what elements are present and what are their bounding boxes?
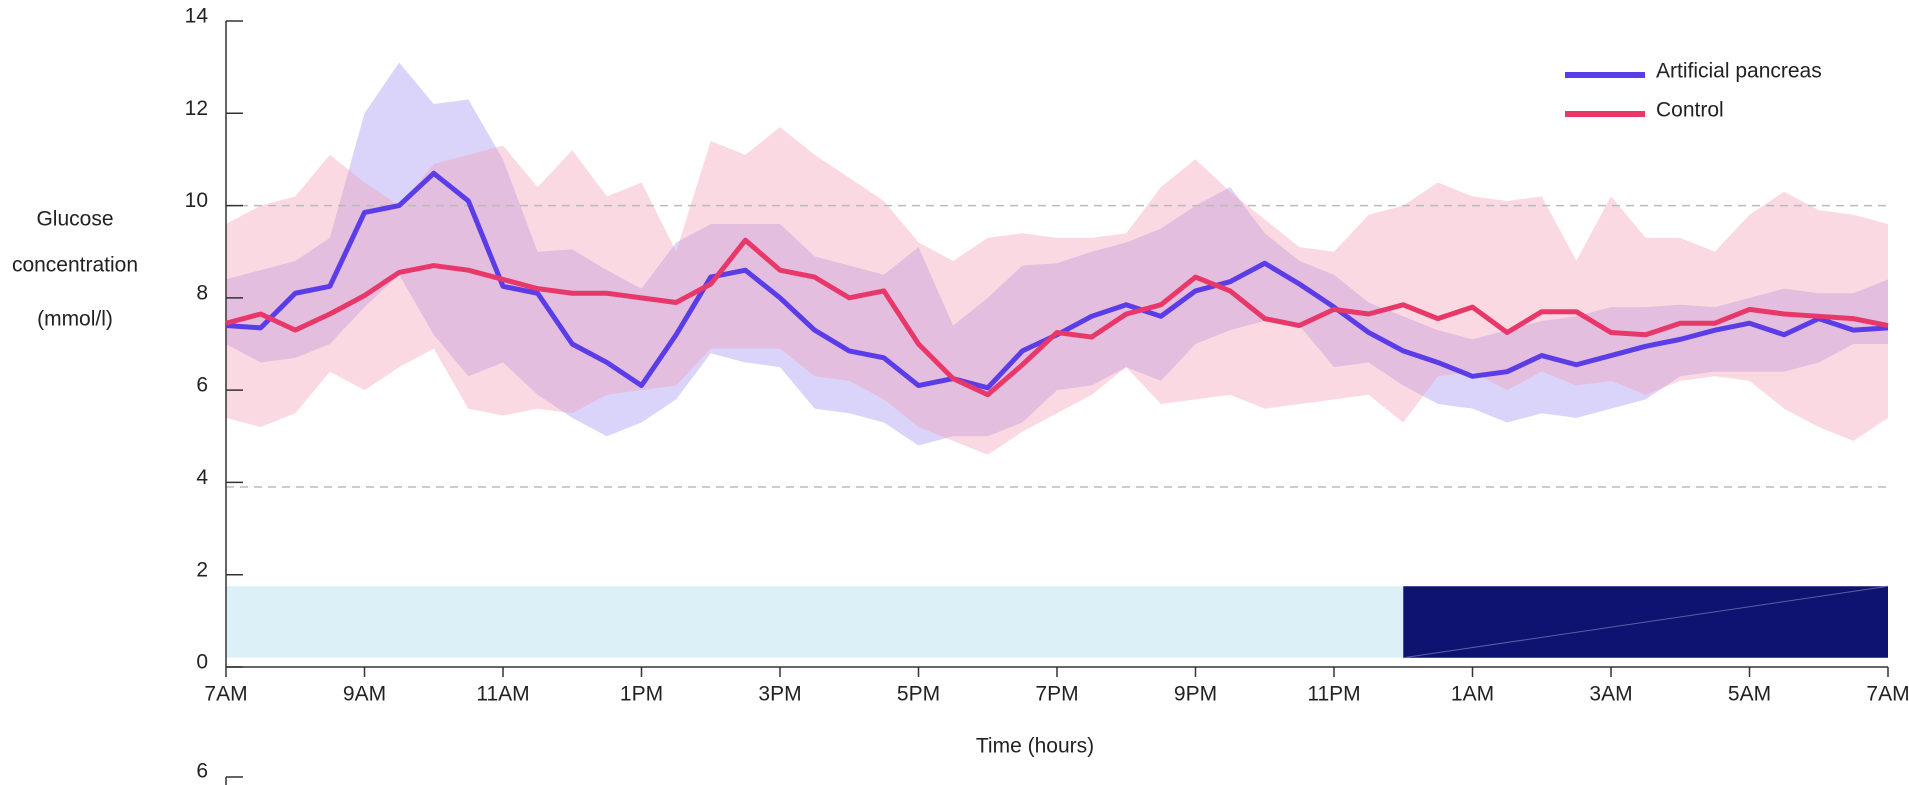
y-tick-label: 6 xyxy=(196,374,208,397)
night-diagonal xyxy=(1403,585,1889,659)
y-label: Glucose xyxy=(36,208,113,231)
x-tick-label: 5PM xyxy=(897,683,940,706)
y-label: concentration xyxy=(12,254,138,277)
y-tick-label: 10 xyxy=(185,189,208,212)
y-tick-label: 8 xyxy=(196,281,208,304)
x-tick-label: 5AM xyxy=(1728,683,1771,706)
y-tick-label: 14 xyxy=(185,5,209,28)
x-tick-label: 1PM xyxy=(620,683,663,706)
x-tick-label: 7AM xyxy=(204,683,247,706)
x-label: Time (hours) xyxy=(976,735,1094,758)
legend-label: Control xyxy=(1656,99,1724,122)
series-line xyxy=(225,237,1889,398)
x-tick-label: 11AM xyxy=(476,683,529,706)
range-band xyxy=(226,127,1888,455)
x-tick-label: 1AM xyxy=(1451,683,1494,706)
y-tick-label: 0 xyxy=(196,651,208,674)
x-tick-label: 7PM xyxy=(1035,683,1078,706)
x-tick-label: 11PM xyxy=(1307,683,1360,706)
y-label: (mmol/l) xyxy=(37,308,113,331)
x-tick-label: 9PM xyxy=(1174,683,1217,706)
y-tick-label: 6 xyxy=(196,760,208,783)
x-tick-label: 7AM xyxy=(1866,683,1909,706)
x-tick-label: 3AM xyxy=(1589,683,1632,706)
y-tick-label: 2 xyxy=(196,558,208,581)
y-tick-label: 4 xyxy=(196,466,208,489)
legend-label: Artificial pancreas xyxy=(1656,60,1822,83)
period-bar xyxy=(226,586,1404,658)
x-tick-label: 3PM xyxy=(758,683,801,706)
x-tick-label: 9AM xyxy=(343,683,386,706)
y-tick-label: 12 xyxy=(185,97,208,120)
range-band xyxy=(226,62,1888,446)
